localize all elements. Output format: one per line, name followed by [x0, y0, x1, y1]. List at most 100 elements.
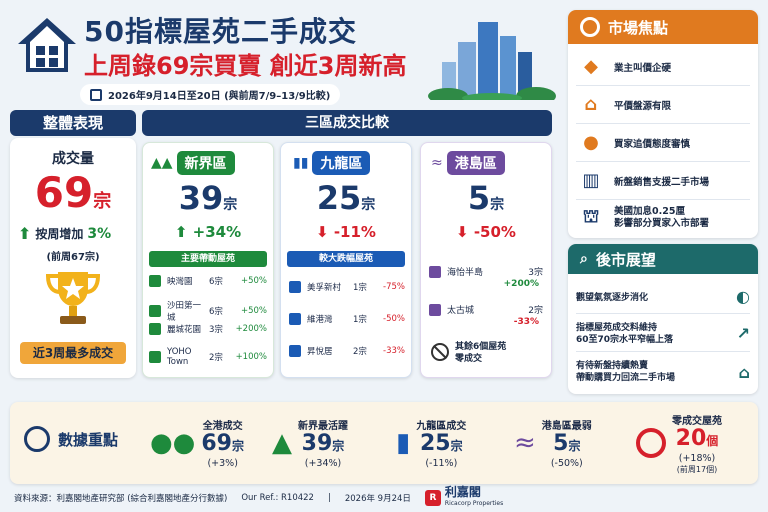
nt-change: ⬆ +34% — [143, 223, 273, 241]
people-icon: ●● — [150, 428, 196, 458]
trophy-icon — [40, 266, 106, 332]
hki-name: 港島區 — [446, 151, 505, 175]
weekly-change: ⬆ 按周增加 3% — [18, 224, 111, 243]
kpi-zero-note: (前周17個) — [676, 464, 718, 474]
estate-count: 6宗 — [209, 307, 223, 317]
date-range-text: 2026年9月14日至20日 (與前周7/9–13/9比較) — [108, 91, 331, 102]
estate-name: 映灣園 — [167, 277, 193, 287]
building-icon — [289, 281, 301, 293]
hki-value: 5宗 — [421, 179, 551, 217]
wave-icon: ≈ — [514, 428, 536, 458]
kpi-kln-title: 九龍區成交 — [416, 421, 467, 432]
estate-change: -33% — [383, 346, 405, 356]
estate-count: 2宗 — [353, 347, 367, 357]
list-item: 沙田第一城 6宗 +50% — [149, 299, 267, 323]
outlook-text: 帶動購買力回流二手市場 — [576, 373, 676, 383]
focus-text: 影響部分買家入市部署 — [614, 218, 710, 229]
previous-week: (前周67宗) — [46, 252, 100, 263]
outlook-card: ⌕ 後市展望 觀望氣氛逐步消化 ◐ 指標屋苑成交料維持 60至70宗水平窄幅上落 ↗ … — [568, 244, 758, 394]
outlook-item: 有待新盤持續熱賣 帶動購買力回流二手市場 ⌂ — [576, 354, 750, 390]
kpi-kln-value: 25 — [419, 431, 451, 456]
volume-unit: 宗 — [93, 191, 112, 212]
kpi-total-value: 69 — [201, 431, 232, 456]
house-icon: ⌂ — [584, 94, 598, 115]
date-range: 2026年9月14日至20日 (與前周7/9–13/9比較) — [80, 84, 341, 105]
zero-text-line2: 零成交 — [455, 354, 483, 364]
nt-list-title: 主要帶動屋苑 — [149, 251, 267, 267]
kpi-zero-change: (+18%) — [678, 452, 716, 464]
focus-item: ⛫ 美國加息0.25厘 影響部分買家入市部署 — [576, 200, 750, 236]
house-refresh-icon: ⌂ — [738, 362, 750, 382]
building-icon — [149, 351, 161, 363]
estate-change: +50% — [240, 306, 267, 316]
estate-name: YOHO Town — [167, 347, 192, 367]
house-logo-icon — [14, 14, 80, 76]
kpi-total-unit: 宗 — [232, 439, 245, 453]
focus-header: 市場焦點 — [568, 10, 758, 44]
kpi-zero: 零成交屋苑 20個 (+18%) (前周17個) — [636, 408, 756, 478]
kpi-kln-change: (-11%) — [425, 458, 458, 469]
kln-value: 25宗 — [281, 179, 411, 217]
estate-count: 1宗 — [353, 283, 367, 293]
estate-count: 6宗 — [209, 277, 223, 287]
kpi-total: ●● 全港成交 69宗 (+3%) — [150, 408, 270, 478]
brand-logo: R 利嘉閣 Ricacorp Properties — [424, 485, 504, 508]
arrow-down-icon: ⬇ — [456, 223, 469, 241]
hki-card: ≈ 港島區 5宗 ⬇ -50% 海怡半島 3宗 +200% 太古城 2宗 -33% … — [420, 142, 552, 378]
arrow-up-icon: ⬆ — [174, 223, 188, 241]
kpi-nt-value: 39 — [301, 431, 333, 456]
estate-change: -75% — [383, 282, 405, 292]
building-icon — [289, 345, 301, 357]
focus-text: 美國加息0.25厘 — [614, 206, 685, 217]
target-icon — [580, 17, 600, 37]
kpi-strip — [10, 402, 758, 484]
kpi-nt-change: (+34%) — [304, 458, 342, 469]
estate-change: -33% — [513, 317, 539, 327]
nt-unit: 宗 — [223, 197, 238, 213]
estate-count: 3宗 — [209, 325, 223, 335]
overall-header: 整體表現 — [10, 110, 136, 136]
kpi-hki: ≈ 港島區最弱 5宗 (-50%) — [514, 408, 634, 478]
prohibited-icon — [431, 343, 449, 361]
kln-card: ▮▮ 九龍區 25宗 ⬇ -11% 較大跌幅屋苑 美孚新村 1宗 -75% 維港灣 1… — [280, 142, 412, 378]
volume-value: 69宗 — [10, 168, 136, 217]
kpi-nt-title: 新界最活躍 — [298, 421, 348, 432]
outlook-text: 60至70宗水平窄幅上落 — [576, 334, 674, 345]
footer: 資料來源：利嘉閣地產研究部 (綜合利嘉閣地產分行數據) Our Ref.: R1… — [14, 485, 754, 508]
kln-unit: 宗 — [361, 197, 376, 213]
chat-person-icon: ◐ — [736, 287, 750, 306]
footer-source: 資料來源：利嘉閣地產研究部 (綜合利嘉閣地產分行數據) — [14, 494, 228, 504]
estate-name: 太古城 — [447, 306, 475, 316]
brand-name: 利嘉閣 — [444, 485, 481, 499]
kpi-title: 數據重點 — [58, 430, 119, 449]
hki-unit: 宗 — [490, 197, 505, 213]
outlook-item: 指標屋苑成交料維持 60至70宗水平窄幅上落 ↗ — [576, 316, 750, 352]
volume-number: 69 — [34, 168, 94, 217]
kpi-hki-title: 港島區最弱 — [541, 421, 592, 432]
nt-number: 39 — [178, 179, 224, 217]
zero-text: 其餘6個屋苑 零成交 — [455, 341, 506, 365]
page-subtitle: 上周錄69宗買賣 創近3周新高 — [84, 52, 407, 80]
focus-item: ▥ 新盤銷售支援二手市場 — [576, 162, 750, 200]
telescope-icon: ⌕ — [580, 251, 588, 267]
calendar-icon — [90, 88, 102, 101]
hki-header: ≈ 港島區 — [431, 151, 505, 175]
footer-separator: | — [327, 493, 331, 503]
focus-text: 業主叫價企硬 — [614, 62, 672, 74]
nt-value: 39宗 — [143, 179, 273, 217]
brand-name-en: Ricacorp Properties — [444, 500, 504, 507]
person-icon: ● — [583, 132, 599, 153]
ricacorp-logo-icon: R — [424, 490, 441, 506]
focus-item: ⌂ 平價盤源有限 — [576, 86, 750, 124]
focus-text: 買家追價態度審慎 — [614, 138, 691, 150]
arrow-up-icon: ⬆ — [18, 224, 32, 243]
estate-name: 維港灣 — [307, 315, 333, 325]
nt-card: ▲▲ 新界區 39宗 ⬆ +34% 主要帶動屋苑 映灣園 6宗 +50% 沙田第一城… — [142, 142, 274, 378]
crane-icon: ▥ — [582, 170, 600, 191]
kpi-hki-value: 5 — [553, 431, 569, 456]
kpi-zero-value: 20 — [675, 425, 707, 451]
list-item: 昇悅居 2宗 -33% — [289, 345, 405, 357]
magnifier-chart-icon — [24, 426, 50, 452]
estate-name: 麗城花園 — [167, 325, 202, 335]
wave-icon: ≈ — [431, 155, 443, 171]
